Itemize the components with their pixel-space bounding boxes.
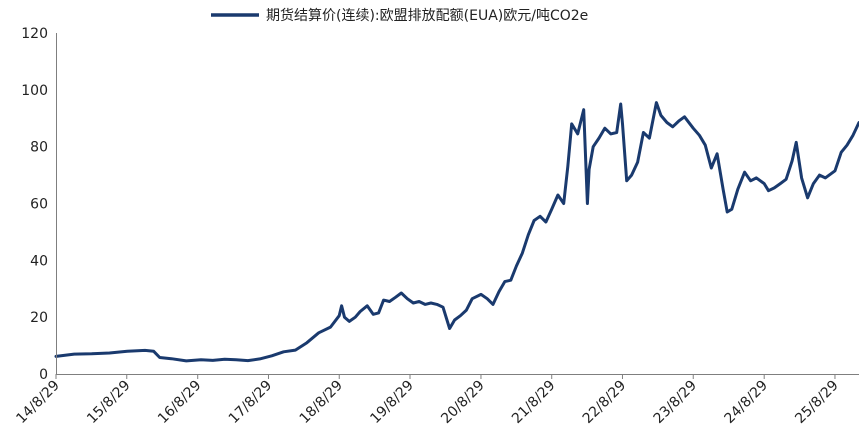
x-tick-label: 25/8/29 — [792, 378, 841, 427]
y-tick-label: 40 — [30, 253, 48, 269]
axes — [56, 33, 859, 375]
x-axis-tick-labels: 14/8/29 15/8/29 16/8/29 17/8/29 18/8/29 19/8/… — [13, 374, 842, 427]
legend: 期货结算价(连续):欧盟排放配额(EUA)欧元/吨CO2e — [211, 7, 588, 24]
x-tick-label: 18/8/29 — [297, 378, 346, 427]
y-tick-label: 0 — [39, 367, 48, 383]
y-tick-label: 80 — [30, 140, 48, 156]
series-line — [54, 101, 859, 363]
x-tick-label: 19/8/29 — [367, 378, 416, 427]
y-tick-label: 100 — [21, 83, 48, 99]
y-axis-tick-labels: 0 20 40 60 80 100 120 — [21, 26, 48, 383]
x-tick-label: 21/8/29 — [509, 378, 558, 427]
y-tick-label: 20 — [30, 310, 48, 326]
x-tick-label: 17/8/29 — [226, 378, 275, 427]
x-tick-label: 22/8/29 — [580, 378, 629, 427]
x-tick-label: 15/8/29 — [84, 378, 133, 427]
x-tick-label: 23/8/29 — [651, 378, 700, 427]
y-tick-label: 60 — [30, 197, 48, 213]
x-tick-label: 20/8/29 — [438, 378, 487, 427]
legend-label: 期货结算价(连续):欧盟排放配额(EUA)欧元/吨CO2e — [266, 7, 588, 24]
x-tick-label: 16/8/29 — [155, 378, 204, 427]
y-tick-label: 120 — [21, 26, 48, 42]
x-tick-label: 14/8/29 — [13, 378, 62, 427]
x-tick-label: 24/8/29 — [722, 378, 771, 427]
